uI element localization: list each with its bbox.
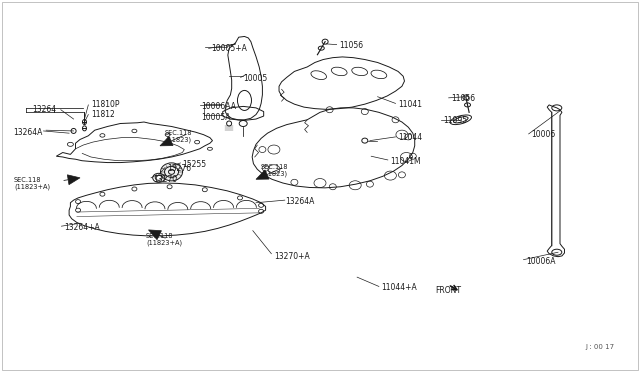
Text: SEC.118
(11823): SEC.118 (11823) [261, 164, 289, 176]
Text: 13264: 13264 [32, 105, 56, 114]
Text: 11095: 11095 [444, 116, 468, 125]
Text: SEC.118
(11823+A): SEC.118 (11823+A) [14, 177, 50, 189]
Text: 11812: 11812 [91, 110, 115, 119]
Text: 13276: 13276 [168, 164, 192, 173]
Text: 11044: 11044 [398, 133, 422, 142]
Text: 13264+A: 13264+A [64, 223, 100, 232]
Text: 10006: 10006 [531, 130, 556, 139]
Text: 10005+A: 10005+A [211, 44, 247, 53]
Polygon shape [160, 137, 173, 146]
Text: 13270+A: 13270+A [274, 252, 310, 261]
Text: 11810P: 11810P [91, 100, 120, 109]
Polygon shape [256, 170, 269, 179]
Text: 11056: 11056 [451, 94, 476, 103]
Text: 10005: 10005 [243, 74, 268, 83]
Ellipse shape [161, 163, 182, 181]
Text: 13264A: 13264A [13, 128, 42, 137]
Text: 13264A: 13264A [285, 197, 314, 206]
Text: SEC.118
(11823+A): SEC.118 (11823+A) [146, 234, 182, 246]
Text: J : 00 17: J : 00 17 [585, 344, 614, 350]
Text: 10005A: 10005A [202, 113, 231, 122]
Text: 11041M: 11041M [390, 157, 421, 166]
Text: 15255: 15255 [182, 160, 207, 169]
Text: 11056: 11056 [339, 41, 364, 50]
Polygon shape [67, 175, 80, 185]
Text: FRONT: FRONT [435, 286, 461, 295]
Text: 11044+A: 11044+A [381, 283, 417, 292]
Text: 13270: 13270 [154, 175, 178, 184]
Text: 11041: 11041 [398, 100, 422, 109]
Text: 10006A: 10006A [526, 257, 556, 266]
Text: 10006AA: 10006AA [202, 102, 237, 110]
Text: SEC.118
(11823): SEC.118 (11823) [165, 131, 193, 143]
Polygon shape [148, 230, 161, 240]
